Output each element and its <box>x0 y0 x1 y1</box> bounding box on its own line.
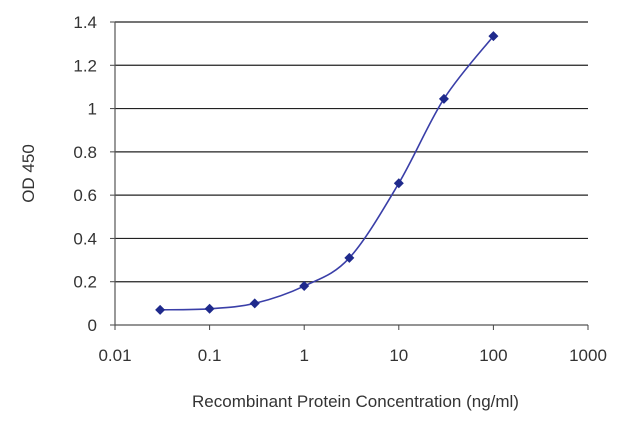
y-tick-label: 0.8 <box>73 143 97 162</box>
data-point <box>488 31 499 42</box>
x-tick-labels: 0.01 0.1 1 10 100 1000 <box>98 346 606 365</box>
x-tick-label: 1 <box>299 346 308 365</box>
data-point <box>249 298 260 309</box>
data-point <box>344 252 355 263</box>
plot-area <box>115 22 588 325</box>
data-point <box>299 281 310 292</box>
x-tick-label: 1000 <box>569 346 607 365</box>
y-tick-label: 0.4 <box>73 229 97 248</box>
data-points <box>155 31 499 315</box>
x-axis-title: Recombinant Protein Concentration (ng/ml… <box>192 392 519 411</box>
data-point <box>393 178 404 189</box>
y-axis-title: OD 450 <box>19 144 38 203</box>
y-tick-labels: 0 0.2 0.4 0.6 0.8 1 1.2 1.4 <box>73 13 97 335</box>
axes <box>110 21 589 330</box>
x-tick-label: 0.1 <box>198 346 222 365</box>
x-tick-label: 0.01 <box>98 346 131 365</box>
y-tick-label: 0.2 <box>73 273 97 292</box>
data-point <box>204 303 215 314</box>
y-tick-label: 0 <box>88 316 97 335</box>
y-tick-label: 1.4 <box>73 13 97 32</box>
x-tick-label: 10 <box>389 346 408 365</box>
data-point <box>438 93 449 104</box>
series-line <box>160 35 495 311</box>
data-point <box>155 304 166 315</box>
grid-lines <box>115 21 588 325</box>
x-tick-label: 100 <box>479 346 507 365</box>
y-tick-label: 1 <box>88 100 97 119</box>
y-tick-label: 0.6 <box>73 186 97 205</box>
series-line-layer <box>160 35 495 311</box>
y-tick-label: 1.2 <box>73 56 97 75</box>
